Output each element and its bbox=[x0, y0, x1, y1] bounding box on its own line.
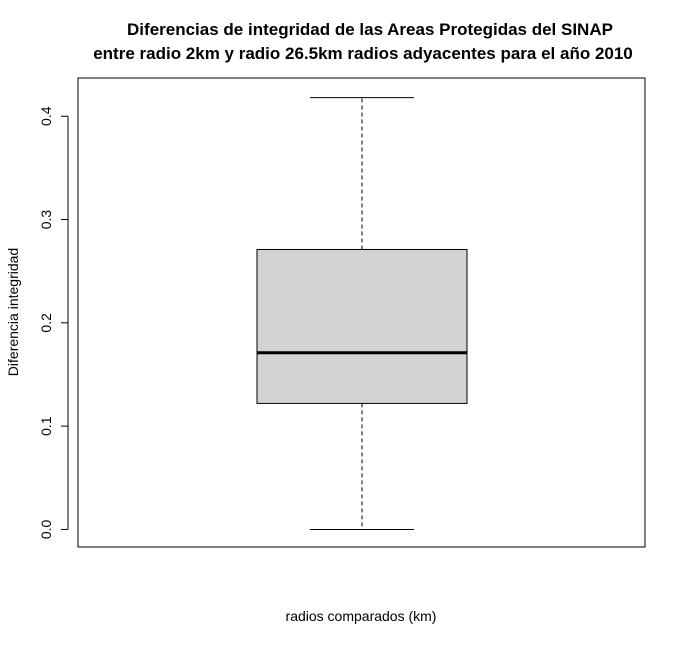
y-tick-label: 0.2 bbox=[38, 313, 54, 333]
x-axis-label: radios comparados (km) bbox=[286, 608, 437, 624]
plot-frame bbox=[77, 77, 646, 548]
y-tick-label: 0.3 bbox=[38, 210, 54, 230]
y-tick-label: 0.4 bbox=[38, 106, 54, 126]
y-axis-label: Diferencia integridad bbox=[5, 248, 21, 376]
chart-title-line-2: entre radio 2km y radio 26.5km radios ad… bbox=[93, 44, 633, 63]
iqr-box bbox=[256, 248, 468, 404]
boxplot bbox=[256, 97, 468, 530]
y-axis: 0.0 0.1 0.2 0.3 0.4 bbox=[38, 106, 69, 539]
chart-title-line-1: Diferencias de integridad de las Areas P… bbox=[127, 20, 613, 39]
y-tick-label: 0.1 bbox=[38, 416, 54, 436]
y-tick-label: 0.0 bbox=[38, 519, 54, 539]
